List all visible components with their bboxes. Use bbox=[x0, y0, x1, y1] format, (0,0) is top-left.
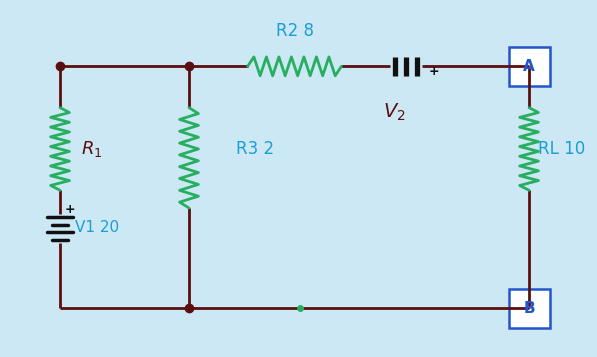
Text: V1 20: V1 20 bbox=[75, 220, 119, 235]
Text: $V_2$: $V_2$ bbox=[383, 102, 405, 123]
Text: A: A bbox=[523, 59, 535, 74]
FancyBboxPatch shape bbox=[509, 289, 550, 328]
Text: +: + bbox=[64, 203, 75, 216]
Text: B: B bbox=[523, 301, 535, 316]
Text: RL 10: RL 10 bbox=[538, 140, 585, 158]
Text: +: + bbox=[428, 65, 439, 77]
Text: $R_1$: $R_1$ bbox=[81, 139, 102, 159]
Text: R3 2: R3 2 bbox=[236, 140, 274, 158]
Text: R2 8: R2 8 bbox=[276, 22, 313, 40]
FancyBboxPatch shape bbox=[509, 47, 550, 86]
